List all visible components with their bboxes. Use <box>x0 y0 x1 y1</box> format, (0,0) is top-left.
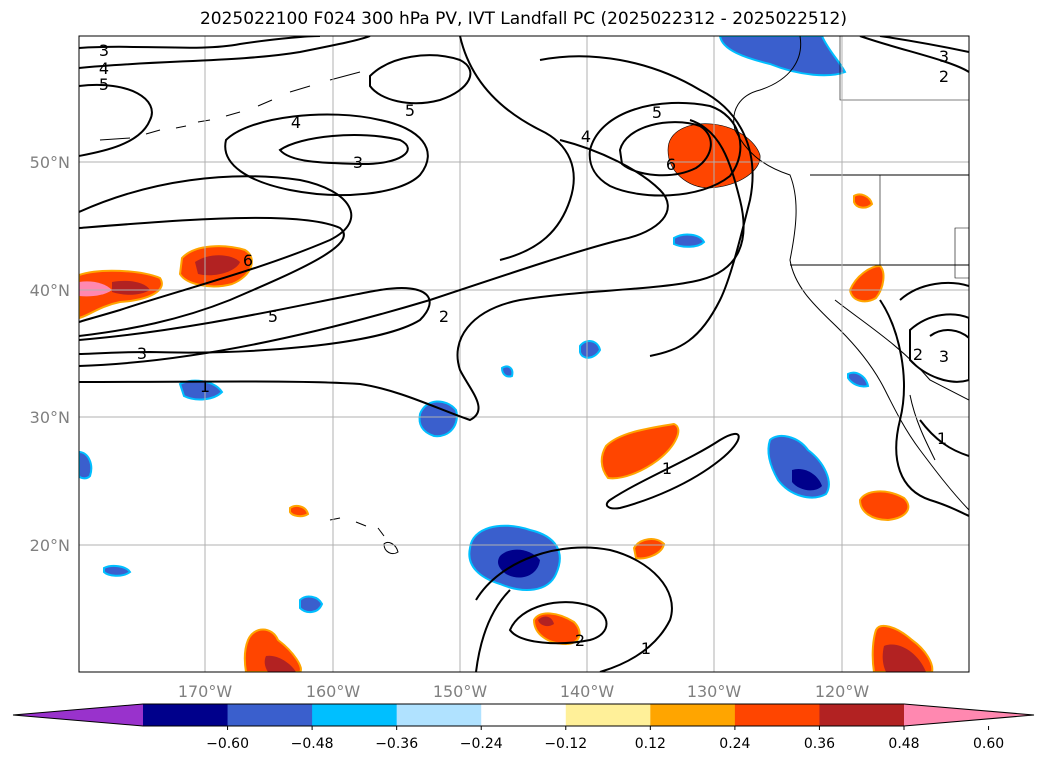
contour-label: 6 <box>666 155 676 174</box>
colorbar-tick-label: 0.12 <box>635 736 666 752</box>
colorbar: −0.60 −0.48 −0.36 −0.24 −0.12 0.12 0.24 0.36 0.4… <box>12 703 1035 752</box>
contour-labels: 3 4 5 4 5 3 6 5 3 2 4 5 6 3 2 2 3 1 1 1 … <box>99 41 949 658</box>
colorbar-tick-label: −0.60 <box>206 736 249 752</box>
shaded-anomaly-regions <box>79 36 934 672</box>
contour-label: 4 <box>99 59 109 78</box>
contour-label: 2 <box>939 67 949 86</box>
map-title: 2025022100 F024 300 hPa PV, IVT Landfall… <box>199 9 847 29</box>
colorbar-segment <box>734 704 820 726</box>
colorbar-segment <box>819 704 905 726</box>
colorbar-outline <box>12 703 1035 727</box>
contour-label: 5 <box>99 75 109 94</box>
colorbar-segment <box>481 704 567 726</box>
contour-label: 1 <box>641 639 651 658</box>
colorbar-segment <box>312 704 398 726</box>
lon-label: 170°W <box>178 682 233 701</box>
graticule <box>79 36 969 672</box>
lon-label: 160°W <box>306 682 361 701</box>
colorbar-tick-label: 0.48 <box>888 736 919 752</box>
contour-label: 1 <box>937 429 947 448</box>
colorbar-extend-low <box>13 704 143 726</box>
latitude-labels: 50°N 40°N 30°N 20°N <box>30 153 70 555</box>
colorbar-tick-label: 0.24 <box>719 736 750 752</box>
contour-label: 2 <box>439 307 449 326</box>
contour-label: 2 <box>913 345 923 364</box>
colorbar-extend-high <box>904 704 1034 726</box>
contour-label: 3 <box>99 41 109 60</box>
contour-label: 2 <box>575 631 585 650</box>
colorbar-segment <box>396 704 482 726</box>
colorbar-tick-label: −0.36 <box>375 736 418 752</box>
contour-label: 3 <box>137 344 147 363</box>
colorbar-segment <box>227 704 313 726</box>
colorbar-tick-label: 0.36 <box>804 736 835 752</box>
lat-label: 20°N <box>30 536 70 555</box>
pv-contours <box>79 36 969 672</box>
contour-label: 6 <box>243 251 253 270</box>
lat-label: 40°N <box>30 281 70 300</box>
lat-label: 50°N <box>30 153 70 172</box>
longitude-labels: 170°W 160°W 150°W 140°W 130°W 120°W <box>178 682 870 701</box>
colorbar-tick-label: 0.60 <box>973 736 1004 752</box>
map-border <box>78 35 970 673</box>
colorbar-tick-label: −0.48 <box>291 736 334 752</box>
lon-label: 130°W <box>687 682 742 701</box>
contour-label: 3 <box>353 153 363 172</box>
lat-label: 30°N <box>30 408 70 427</box>
contour-label: 4 <box>581 127 591 146</box>
contour-label: 3 <box>939 47 949 66</box>
contour-label: 5 <box>652 103 662 122</box>
contour-label: 1 <box>662 459 672 478</box>
colorbar-segment <box>143 704 229 726</box>
contour-label: 5 <box>268 307 278 326</box>
colorbar-tick-label: −0.12 <box>544 736 587 752</box>
lon-label: 140°W <box>560 682 615 701</box>
lon-label: 120°W <box>815 682 870 701</box>
contour-label: 3 <box>939 347 949 366</box>
coastlines <box>99 36 969 555</box>
colorbar-segment <box>565 704 651 726</box>
contour-label: 5 <box>405 101 415 120</box>
colorbar-segment <box>650 704 736 726</box>
lon-label: 150°W <box>433 682 488 701</box>
colorbar-tick-label: −0.24 <box>460 736 503 752</box>
contour-label: 4 <box>291 113 301 132</box>
contour-label: 1 <box>200 377 210 396</box>
